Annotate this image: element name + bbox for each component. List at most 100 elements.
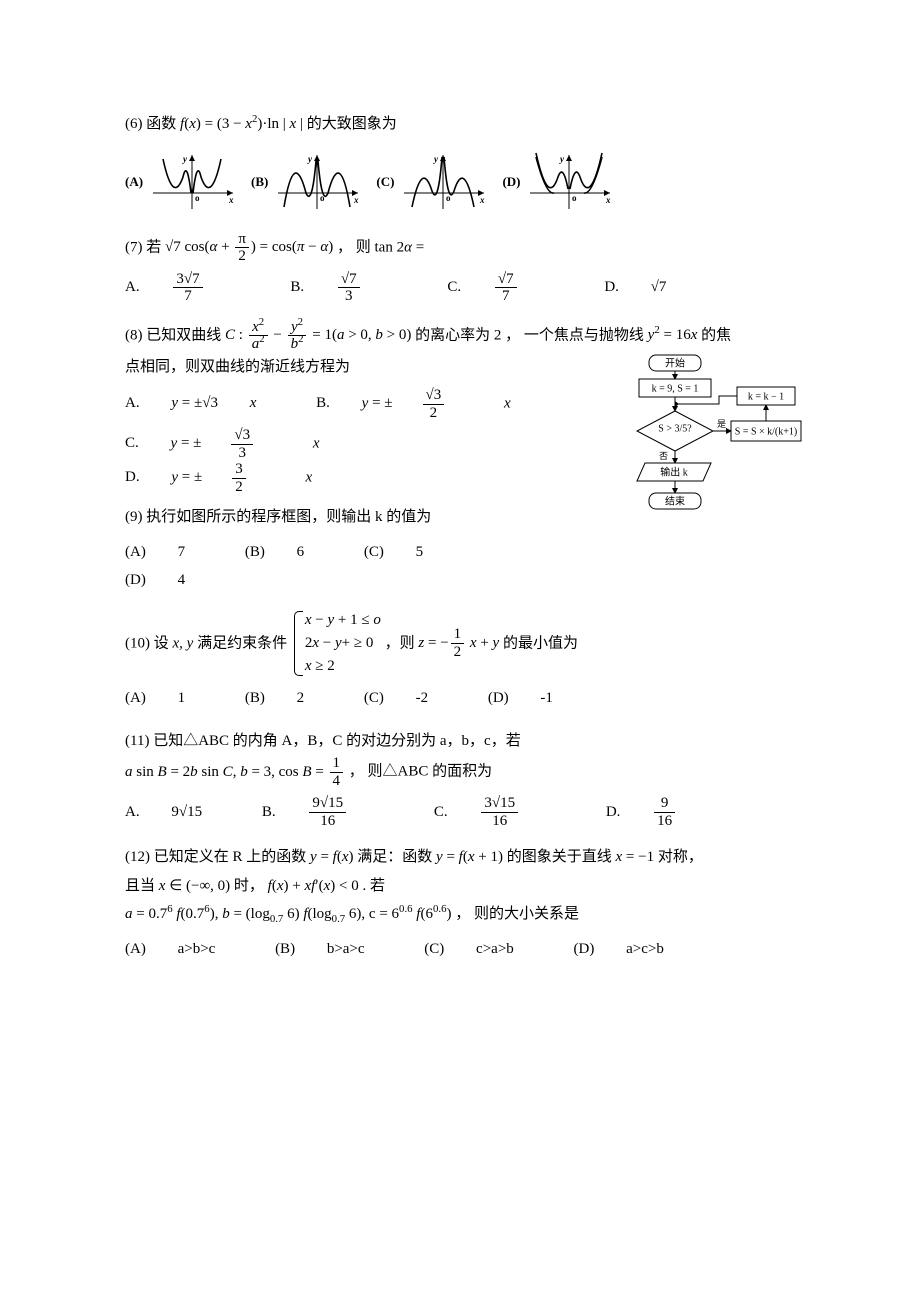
svg-text:y: y — [307, 154, 313, 164]
q8-curve: C : x2a2 − y2b2 = 1(a > 0, b > 0) — [225, 327, 415, 343]
svg-text:y: y — [182, 154, 188, 164]
q9-b-val: 6 — [297, 538, 305, 567]
q11-a-label: A. — [125, 798, 140, 827]
q9-flowchart: 开始 k = 9, S = 1 S > 3/5? 是 S = S × k/(k+… — [587, 353, 805, 531]
fc-upK: k = k − 1 — [748, 391, 784, 402]
svg-text:o: o — [195, 193, 200, 203]
fc-no: 否 — [659, 451, 668, 461]
question-8: (8) 已知双曲线 C : x2a2 − y2b2 = 1(a > 0, b >… — [125, 319, 805, 595]
q7-a-label: A. — [125, 273, 140, 302]
question-10: (10) 设 x, y 满足约束条件 x − y + 1 ≤ o 2x − y+… — [125, 609, 805, 713]
q6-opt-d-label: (D) — [502, 170, 520, 195]
fc-start: 开始 — [665, 356, 685, 369]
svg-text:x: x — [605, 195, 611, 205]
q7-c-label: C. — [447, 273, 461, 302]
q12-opt-d: (D) a>c>b — [574, 935, 692, 964]
question-9: (9) 执行如图所示的程序框图，则输出 k 的值为 (A) 7 (B) 6 (C… — [125, 503, 569, 595]
q12-opt-b: (B) b>a>c — [275, 935, 392, 964]
q9-a-label: (A) — [125, 538, 146, 567]
q12-stem-b: 满足：函数 — [357, 849, 432, 865]
q8-stem-a: 已知双曲线 — [146, 327, 221, 343]
q12-domain: x ∈ (−∞, 0) — [159, 878, 230, 894]
q12-a-label: (A) — [125, 935, 146, 964]
q8-opts-2: C. y = ±√33 x D. y = ±32 x — [125, 427, 569, 495]
q9-c-val: 5 — [416, 538, 424, 567]
fc-end: 结束 — [665, 494, 685, 507]
q8-c-label: C. — [125, 429, 139, 458]
q9-b-label: (B) — [245, 538, 265, 567]
svg-text:o: o — [572, 193, 577, 203]
q7-expr: √7 cos(α + π2) = cos(π − α) — [165, 239, 337, 255]
q10-options: (A) 1 (B) 2 (C) -2 (D) -1 — [125, 684, 805, 713]
fc-yes: 是 — [717, 419, 726, 429]
q12-options: (A) a>b>c (B) b>a>c (C) c>a>b (D) a>c>b — [125, 935, 805, 964]
q9-stem: 执行如图所示的程序框图，则输出 k 的值为 — [146, 509, 431, 525]
q12-f1: y = f(x) — [310, 849, 353, 865]
q8-q9-row: 点相同，则双曲线的渐近线方程为 A. y = ±√3 x B. y = ±√32… — [125, 353, 805, 595]
q8-num: (8) — [125, 327, 143, 343]
q6-graph-d: o x y — [524, 153, 614, 213]
q10-opt-a: (A) 1 — [125, 684, 213, 713]
q11-a-val: 9√15 — [171, 798, 202, 827]
question-11: (11) 已知△ABC 的内角 A，B，C 的对边分别为 a，b，c，若 a s… — [125, 727, 805, 830]
q9-opt-d: (D) 4 — [125, 566, 213, 595]
q8-opt-a: A. y = ±√3 x — [125, 389, 284, 418]
q7-target: tan 2α = — [375, 239, 425, 255]
q8-stem-d: 的焦 — [701, 327, 731, 343]
q8-parabola: y2 = 16x — [648, 327, 701, 343]
q12-defs: a = 0.76 f(0.76), b = (log0.7 6) f(log0.… — [125, 906, 455, 922]
svg-text:x: x — [353, 195, 359, 205]
q11-d-label: D. — [606, 798, 621, 827]
q12-c-label: (C) — [424, 935, 444, 964]
question-6: (6) 函数 f(x) = (3 − x2)·ln | x | 的大致图象为 (… — [125, 110, 805, 213]
q8-stem-b: 的离心率为 — [415, 327, 490, 343]
q11-stem-a: 已知△ABC 的内角 A，B，C 的对边分别为 a，b，c，若 — [153, 733, 521, 749]
q12-f2: y = f(x + 1) — [436, 849, 503, 865]
question-12: (12) 已知定义在 R 上的函数 y = f(x) 满足：函数 y = f(x… — [125, 843, 805, 963]
q12-l2b: 时， — [234, 878, 264, 894]
q11-opt-a: A. 9√15 — [125, 798, 230, 827]
q12-line2: 且当 x ∈ (−∞, 0) 时， f(x) + xf′(x) < 0 . 若 — [125, 872, 805, 901]
q11-cond-line: a sin B = 2b sin C, b = 3, cos B = 14 ， … — [125, 755, 805, 789]
q6-num: (6) — [125, 116, 143, 132]
q10-d-label: (D) — [488, 684, 509, 713]
q8-q9-left: 点相同，则双曲线的渐近线方程为 A. y = ±√3 x B. y = ±√32… — [125, 353, 569, 595]
q10-b-val: 2 — [297, 684, 305, 713]
q9-options: (A) 7 (B) 6 (C) 5 (D) 4 — [125, 538, 569, 595]
q10-b-label: (B) — [245, 684, 265, 713]
q6-opt-b-label: (B) — [251, 170, 268, 195]
q7-b-label: B. — [290, 273, 304, 302]
q9-opt-c: (C) 5 — [364, 538, 451, 567]
fc-init: k = 9, S = 1 — [652, 383, 699, 394]
q12-stem-d: 对称， — [658, 849, 703, 865]
q12-defs-line: a = 0.76 f(0.76), b = (log0.7 6) f(log0.… — [125, 900, 805, 929]
page: (6) 函数 f(x) = (3 − x2)·ln | x | 的大致图象为 (… — [0, 0, 920, 1037]
q12-l2c: . 若 — [362, 878, 385, 894]
q8-stem-c: ， 一个焦点与抛物线 — [505, 327, 644, 343]
q10-num: (10) — [125, 635, 150, 651]
q6-opt-c-label: (C) — [376, 170, 394, 195]
q12-opt-a: (A) a>b>c — [125, 935, 243, 964]
q9-c-label: (C) — [364, 538, 384, 567]
q7-opt-c: C. √77 — [447, 271, 572, 305]
q12-stem-a: 已知定义在 R 上的函数 — [154, 849, 307, 865]
svg-text:y: y — [559, 154, 565, 164]
q7-stem-b: ， 则 — [337, 239, 371, 255]
svg-text:y: y — [433, 154, 439, 164]
q12-d-val: a>c>b — [626, 935, 664, 964]
q7-d-val: √7 — [651, 273, 667, 302]
q8-opt-d: D. y = ±32 x — [125, 461, 340, 495]
q10-stem-b: 满足约束条件 — [197, 635, 287, 651]
q12-l2a: 且当 — [125, 878, 155, 894]
q10-opt-b: (B) 2 — [245, 684, 332, 713]
q11-b-label: B. — [262, 798, 276, 827]
q6-opt-a-label: (A) — [125, 170, 143, 195]
q10-c-val: -2 — [416, 684, 429, 713]
q11-opt-d: D. 916 — [606, 795, 731, 829]
q10-c2: 2x − y+ ≥ 0 — [305, 632, 381, 655]
q8-ecc: 2 — [494, 327, 502, 343]
q10-c-label: (C) — [364, 684, 384, 713]
q10-opt-d: (D) -1 — [488, 684, 581, 713]
q10-c1: x − y + 1 ≤ o — [305, 609, 381, 632]
q6-stem-a: 函数 — [146, 116, 176, 132]
